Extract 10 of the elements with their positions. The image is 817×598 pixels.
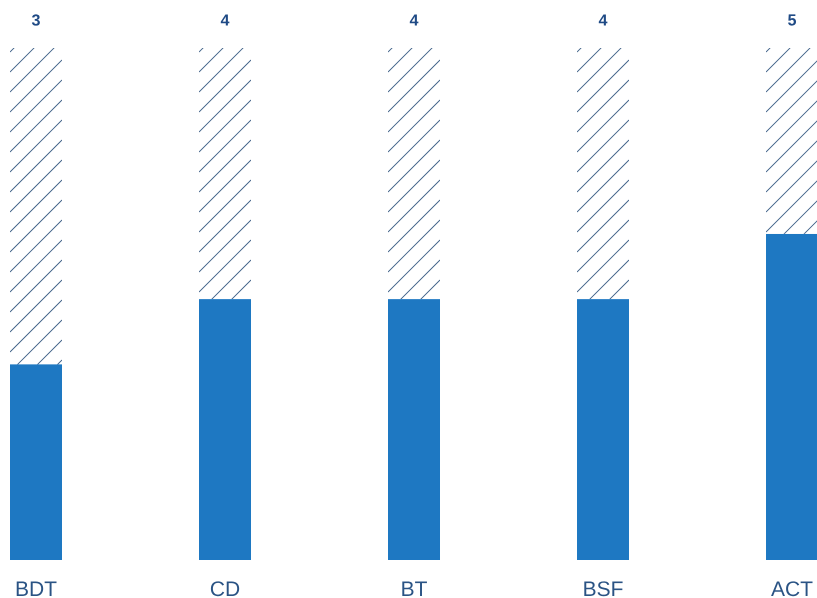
data-label: 5	[788, 14, 796, 26]
x-tick-label: ACT	[771, 581, 813, 596]
x-tick-label: BT	[402, 582, 427, 596]
data-label: 4	[410, 14, 418, 26]
data-label: 4	[220, 14, 230, 26]
x-tick-label: BSF	[584, 581, 623, 596]
x-tick-label: CD	[210, 581, 240, 596]
data-label: 4	[598, 14, 608, 26]
data-label: 3	[32, 14, 40, 26]
x-tick-label: BDT	[16, 582, 57, 596]
